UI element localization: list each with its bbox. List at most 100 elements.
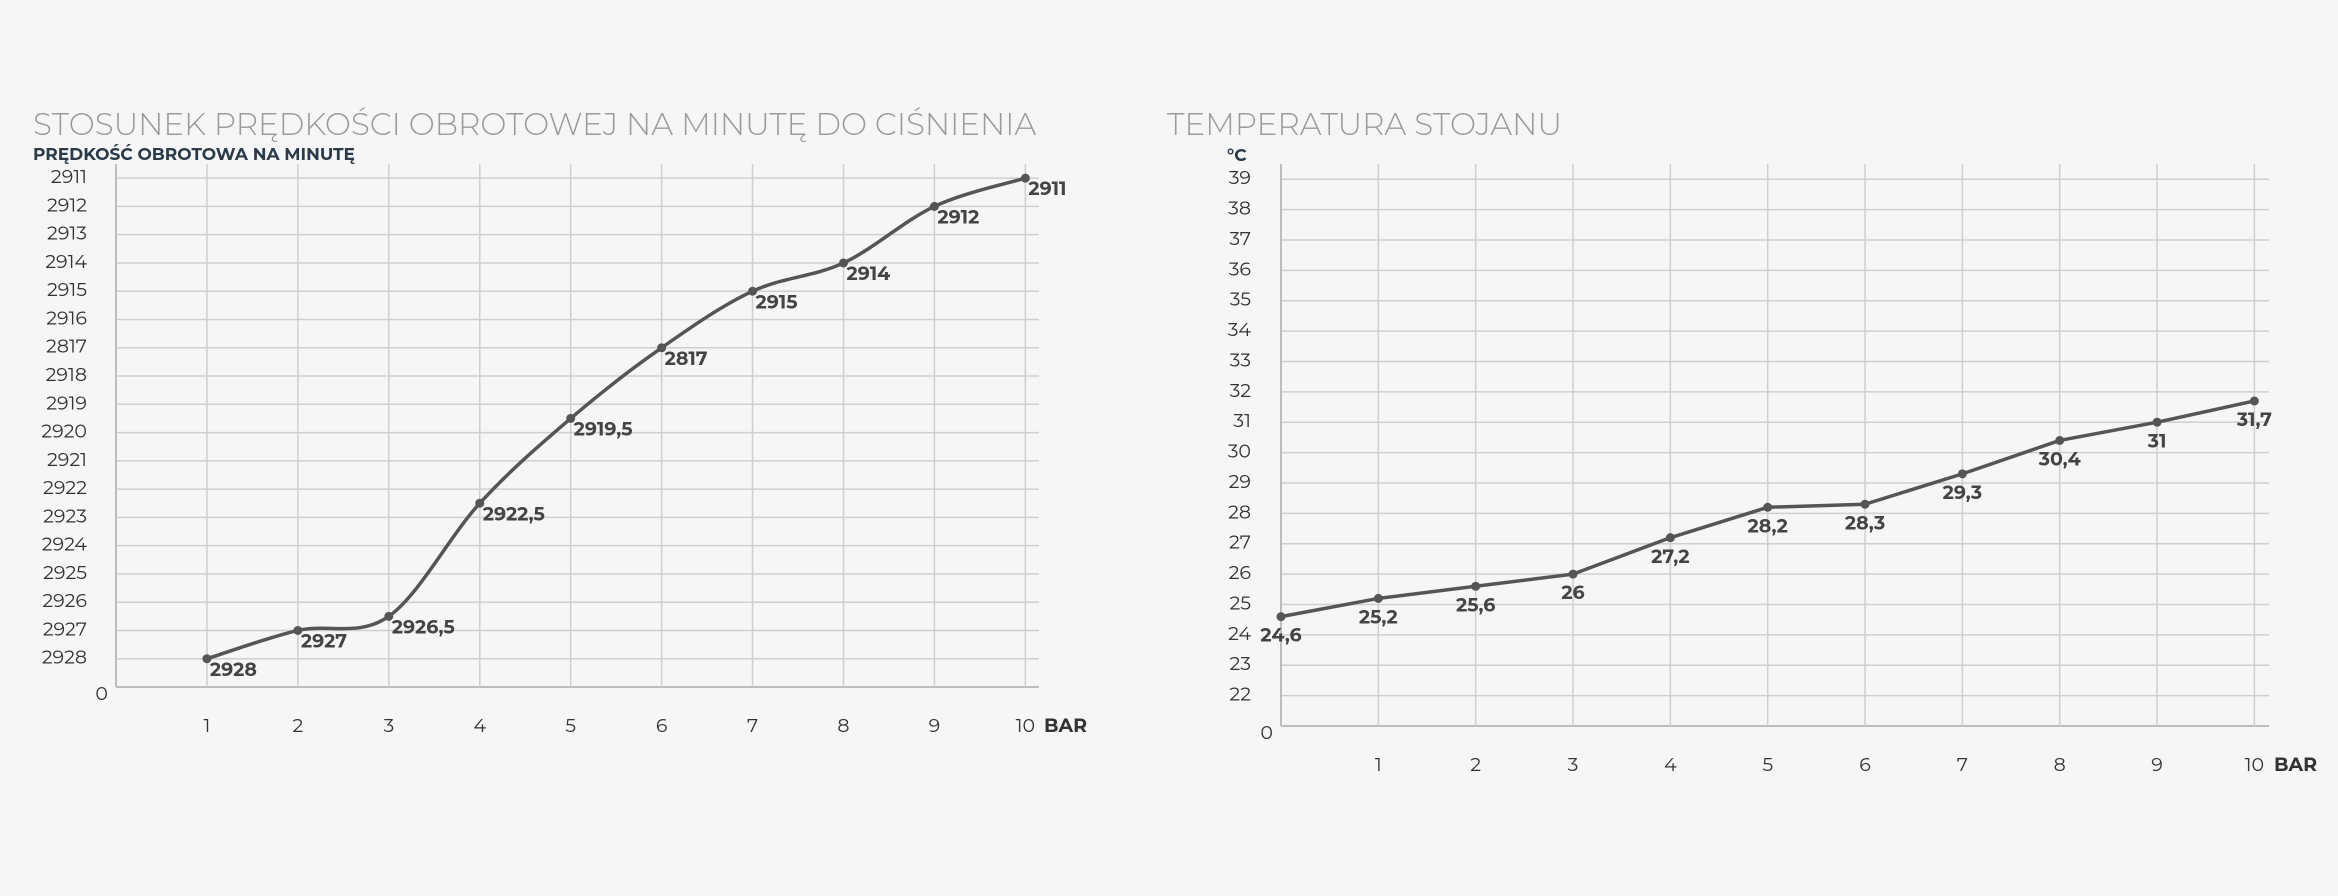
y-tick-label: 2928 [42, 646, 87, 669]
data-label: 28,3 [1845, 511, 1885, 534]
y-tick-label: 0 [1260, 721, 1273, 744]
x-tick-label: 2 [1470, 753, 1481, 776]
x-tick-label: 8 [837, 714, 849, 737]
x-tick-label: 7 [1957, 753, 1968, 776]
data-point [1957, 469, 1967, 479]
x-tick-label: 1 [1375, 753, 1382, 776]
y-tick-label: 25 [1229, 591, 1251, 614]
data-label: 26 [1561, 581, 1584, 604]
x-tick-label: 7 [747, 714, 758, 737]
data-label: 29,3 [1943, 481, 1982, 504]
y-tick-label: 2918 [46, 363, 87, 386]
data-point [2152, 417, 2162, 427]
x-tick-label: 2 [292, 714, 303, 737]
x-tick-label: 9 [929, 714, 941, 737]
y-tick-label: 36 [1229, 257, 1251, 280]
x-tick-label: 3 [1568, 753, 1579, 776]
data-point [1860, 499, 1870, 509]
y-tick-label: 26 [1229, 561, 1251, 584]
y-tick-label: 2921 [47, 448, 87, 471]
y-tick-label: 23 [1229, 652, 1251, 675]
data-label: 2911 [1028, 177, 1066, 200]
y-tick-label: 28 [1228, 500, 1251, 523]
x-tick-label: 9 [2151, 753, 2163, 776]
data-label: 25,2 [1359, 606, 1398, 629]
data-label: 2914 [846, 262, 890, 285]
y-tick-label: 2923 [43, 504, 87, 527]
y-tick-label: 31 [1233, 409, 1251, 432]
data-label: 2927 [301, 630, 347, 653]
y-tick-label: 30 [1228, 440, 1251, 463]
y-tick-label: 2914 [45, 250, 87, 273]
data-point [1763, 502, 1773, 512]
y-tick-label: 2912 [47, 193, 87, 216]
y-tick-label: 2925 [43, 561, 87, 584]
data-label: 25,6 [1456, 593, 1495, 616]
y-tick-label: 29 [1229, 470, 1251, 493]
y-tick-label: 2911 [51, 165, 87, 188]
x-tick-label: 1 [204, 714, 211, 737]
data-point [657, 343, 667, 353]
data-point [293, 625, 303, 635]
y-tick-label: 2924 [42, 533, 88, 556]
data-point [566, 413, 576, 423]
data-label: 31 [2147, 429, 2167, 452]
y-tick-label: 37 [1229, 227, 1251, 250]
y-axis-label: °C [1227, 146, 1247, 166]
x-tick-label: 8 [2054, 753, 2066, 776]
data-label: 31,7 [2236, 408, 2272, 431]
data-label: 24,6 [1260, 624, 1301, 647]
y-tick-label: 2817 [46, 335, 87, 358]
data-label: 30,4 [2038, 448, 2081, 471]
data-label: 28,2 [1748, 514, 1788, 537]
data-point [1373, 593, 1383, 603]
data-point [202, 654, 212, 664]
data-label: 27,2 [1651, 545, 1689, 568]
x-tick-label: 10 [2245, 753, 2264, 776]
y-tick-label: 33 [1230, 348, 1251, 371]
data-point [1020, 173, 1030, 183]
data-point [475, 498, 485, 508]
x-tick-label: 5 [565, 714, 576, 737]
y-tick-label: 2927 [43, 617, 87, 640]
x-tick-label: 4 [1664, 753, 1677, 776]
data-point [384, 611, 394, 621]
y-tick-label: 2926 [42, 589, 87, 612]
data-point [838, 258, 848, 268]
y-tick-label: 35 [1230, 288, 1252, 311]
data-label: 2926,5 [392, 615, 455, 638]
y-tick-label: 2913 [47, 222, 87, 245]
y-tick-label: 34 [1228, 318, 1252, 341]
data-label: 2915 [756, 290, 798, 313]
y-tick-label: 2920 [41, 420, 87, 443]
x-tick-label: 10 [1016, 714, 1035, 737]
x-tick-label: 6 [656, 714, 668, 737]
data-point [929, 201, 939, 211]
x-axis-label: BAR [2274, 753, 2317, 776]
chart-title: STOSUNEK PRĘDKOŚCI OBROTOWEJ NA MINUTĘ D… [33, 105, 1036, 143]
y-tick-label: 2916 [46, 306, 87, 329]
y-axis-label: PRĘDKOŚĆ OBROTOWA NA MINUTĘ [33, 145, 356, 165]
y-tick-label: 27 [1229, 531, 1251, 554]
x-tick-label: 3 [383, 714, 394, 737]
y-tick-label: 2922 [43, 476, 87, 499]
chart-title: TEMPERATURA STOJANU [1167, 105, 1562, 143]
data-line [206, 176, 1026, 661]
x-tick-label: 5 [1762, 753, 1773, 776]
x-tick-label: 6 [1859, 753, 1871, 776]
data-point [2055, 435, 2065, 445]
y-tick-label: 0 [95, 682, 108, 705]
data-point [2249, 396, 2259, 406]
x-axis-label: BAR [1044, 714, 1087, 737]
data-point [1665, 533, 1675, 543]
y-tick-label: 39 [1229, 166, 1251, 189]
y-tick-label: 2915 [47, 278, 87, 301]
data-label: 2919,5 [574, 418, 633, 441]
data-point [1276, 612, 1286, 622]
y-tick-label: 38 [1228, 197, 1251, 220]
y-tick-label: 32 [1230, 379, 1252, 402]
y-tick-label: 22 [1229, 683, 1251, 706]
x-tick-label: 4 [473, 714, 486, 737]
